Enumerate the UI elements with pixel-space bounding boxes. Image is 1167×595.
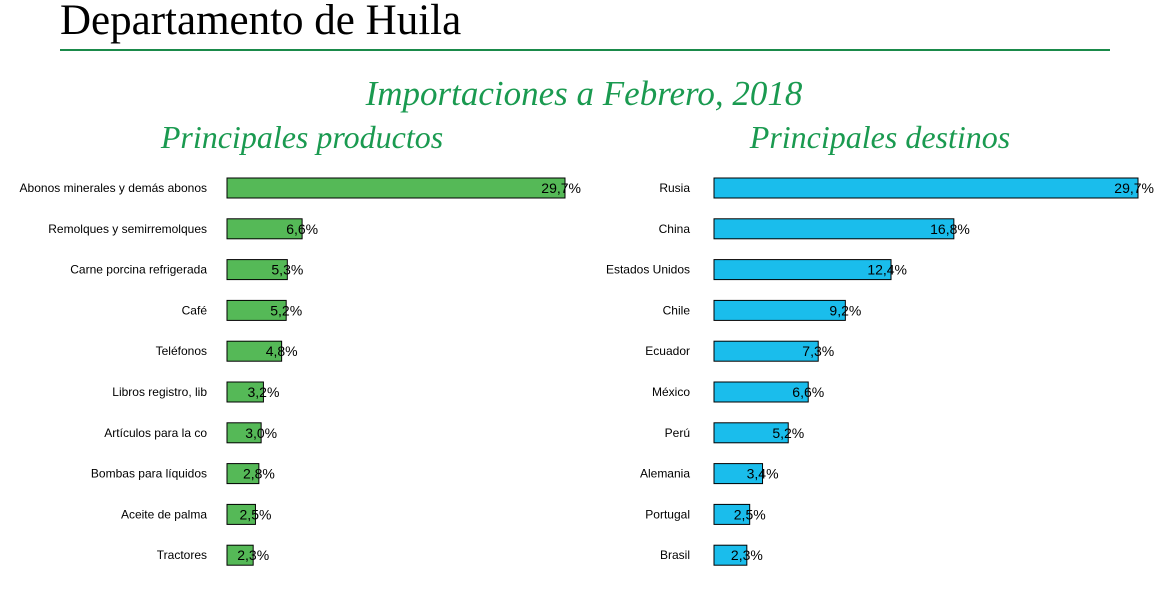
- destination-bar: [713, 259, 892, 281]
- destination-category-label: Chile: [663, 303, 691, 317]
- product-category-label: Abonos minerales y demás abonos: [20, 181, 207, 195]
- destination-category-label: Estados Unidos: [606, 263, 690, 277]
- product-bar: [226, 463, 260, 485]
- destination-value-label: 12,4%: [867, 262, 907, 278]
- product-category-label: Artículos para la co: [104, 426, 207, 440]
- product-bar: [226, 299, 287, 321]
- product-bar: [226, 381, 264, 403]
- destination-bar: [713, 299, 846, 321]
- destination-bar: [713, 463, 764, 485]
- product-value-label: 2,5%: [240, 506, 272, 522]
- product-category-label: Carne porcina refrigerada: [70, 263, 207, 277]
- destination-category-label: Ecuador: [645, 344, 690, 358]
- product-value-label: 29,7%: [541, 180, 581, 196]
- product-value-label: 5,3%: [271, 262, 303, 278]
- product-bar: [226, 422, 262, 444]
- product-category-label: Libros registro, lib: [112, 385, 207, 399]
- page-title: Departamento de Huila: [60, 0, 462, 44]
- destination-category-label: México: [652, 385, 690, 399]
- product-value-label: 6,6%: [286, 221, 318, 237]
- destination-bar: [713, 340, 819, 362]
- destination-bar: [713, 177, 1139, 199]
- destination-bar: [713, 422, 789, 444]
- product-value-label: 3,0%: [245, 425, 277, 441]
- product-bar: [226, 259, 288, 281]
- destination-bar: [713, 218, 955, 240]
- product-category-label: Teléfonos: [156, 344, 207, 358]
- destination-category-label: Rusia: [659, 181, 690, 195]
- destination-category-label: China: [659, 222, 691, 236]
- destination-value-label: 2,5%: [734, 506, 766, 522]
- product-category-label: Remolques y semirremolques: [48, 222, 207, 236]
- destination-value-label: 7,3%: [802, 343, 834, 359]
- product-value-label: 4,8%: [266, 343, 298, 359]
- destination-category-label: Portugal: [645, 507, 690, 521]
- product-category-label: Bombas para líquidos: [91, 467, 207, 481]
- destination-value-label: 9,2%: [829, 302, 861, 318]
- product-bar: [226, 503, 256, 525]
- product-value-label: 2,3%: [237, 547, 269, 563]
- product-bar: [226, 340, 283, 362]
- destination-category-label: Perú: [665, 426, 690, 440]
- destination-bar: [713, 544, 748, 566]
- destination-value-label: 16,8%: [930, 221, 970, 237]
- product-bar: [226, 177, 566, 199]
- destination-bar: [713, 381, 809, 403]
- product-value-label: 3,2%: [247, 384, 279, 400]
- destination-value-label: 2,3%: [731, 547, 763, 563]
- product-value-label: 5,2%: [270, 302, 302, 318]
- products-chart-title: Principales productos: [160, 119, 444, 155]
- product-bar: [226, 544, 254, 566]
- product-value-label: 2,8%: [243, 466, 275, 482]
- destination-value-label: 29,7%: [1114, 180, 1154, 196]
- destination-value-label: 3,4%: [747, 466, 779, 482]
- chart-subtitle: Importaciones a Febrero, 2018: [365, 74, 803, 113]
- destination-bar: [713, 503, 751, 525]
- product-bar: [226, 218, 303, 240]
- destinations-chart-title: Principales destinos: [749, 119, 1011, 155]
- product-category-label: Aceite de palma: [121, 507, 207, 521]
- title-divider: [60, 49, 1110, 51]
- product-category-label: Café: [182, 303, 208, 317]
- destination-value-label: 6,6%: [792, 384, 824, 400]
- destination-category-label: Brasil: [660, 548, 690, 562]
- destination-category-label: Alemania: [640, 467, 690, 481]
- product-category-label: Tractores: [157, 548, 207, 562]
- destination-value-label: 5,2%: [772, 425, 804, 441]
